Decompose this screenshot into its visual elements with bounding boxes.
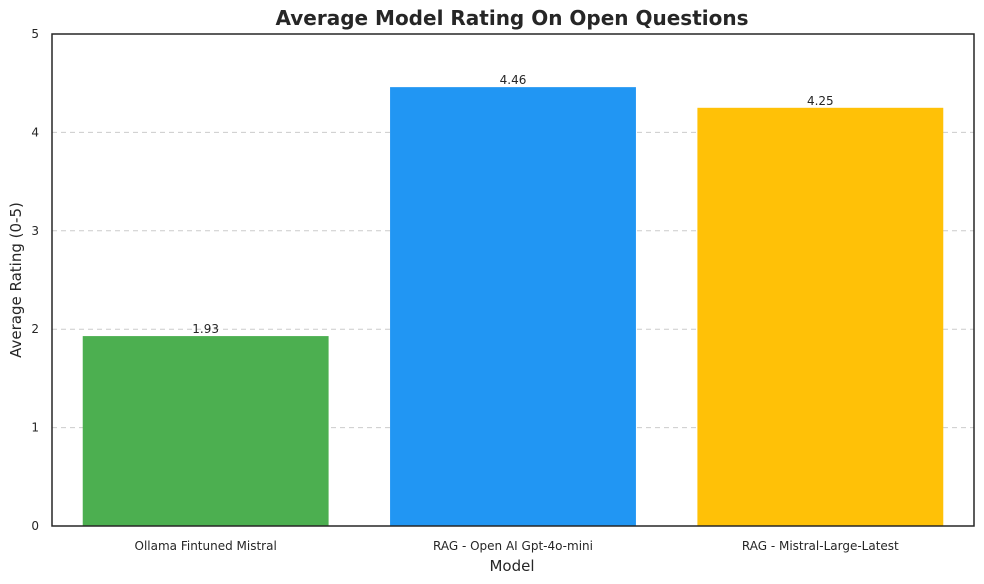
bar-value-label: 4.25 bbox=[807, 94, 834, 108]
bar-value-label: 1.93 bbox=[192, 322, 219, 336]
y-tick-label: 5 bbox=[31, 27, 39, 41]
x-tick-label: RAG - Mistral-Large-Latest bbox=[742, 539, 899, 553]
data-labels: 1.93 4.46 4.25 bbox=[192, 73, 833, 336]
y-tick-label: 0 bbox=[31, 519, 39, 533]
x-axis-label: Model bbox=[489, 557, 534, 575]
bars bbox=[82, 87, 944, 527]
bar-1 bbox=[82, 336, 329, 526]
bar-2 bbox=[390, 87, 636, 527]
y-axis-label: Average Rating (0-5) bbox=[7, 202, 25, 358]
bar-3 bbox=[697, 107, 944, 527]
y-tick-label: 2 bbox=[31, 322, 39, 336]
y-axis-ticks: 0 1 2 3 4 5 bbox=[31, 27, 39, 533]
plot-area-frame bbox=[51, 33, 975, 527]
bar-value-label: 4.46 bbox=[500, 73, 527, 87]
x-tick-label: RAG - Open AI Gpt-4o-mini bbox=[433, 539, 593, 553]
x-axis-ticks: Ollama Fintuned Mistral RAG - Open AI Gpt… bbox=[135, 539, 900, 553]
chart-title: Average Model Rating On Open Questions bbox=[275, 6, 748, 30]
x-tick-label: Ollama Fintuned Mistral bbox=[135, 539, 277, 553]
y-tick-label: 1 bbox=[31, 421, 39, 435]
y-tick-label: 3 bbox=[31, 224, 39, 238]
y-tick-label: 4 bbox=[31, 125, 39, 139]
